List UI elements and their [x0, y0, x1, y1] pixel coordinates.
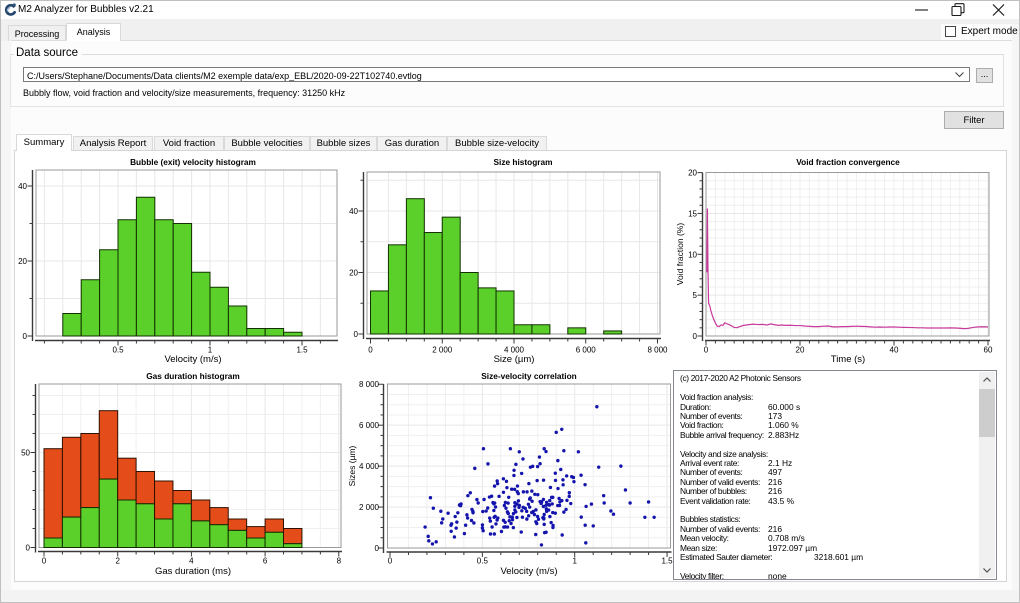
svg-text:20: 20 [349, 269, 358, 278]
svg-text:Size histogram: Size histogram [493, 157, 552, 167]
svg-text:10: 10 [688, 250, 697, 259]
svg-text:40: 40 [18, 182, 27, 191]
svg-text:60: 60 [984, 346, 993, 355]
svg-text:0: 0 [693, 332, 698, 341]
svg-text:20: 20 [688, 169, 697, 178]
svg-text:0.5: 0.5 [112, 346, 124, 355]
svg-text:1.5: 1.5 [296, 346, 308, 355]
svg-text:40: 40 [890, 346, 899, 355]
svg-text:0: 0 [704, 346, 709, 355]
svg-text:2 000: 2 000 [432, 346, 453, 355]
svg-text:8 000: 8 000 [647, 346, 668, 355]
svg-text:Sizes (µm): Sizes (µm) [347, 445, 357, 486]
svg-text:0: 0 [375, 544, 380, 553]
svg-text:40: 40 [349, 207, 358, 216]
svg-text:6 000: 6 000 [576, 346, 597, 355]
svg-text:15: 15 [688, 209, 697, 218]
svg-text:1.5: 1.5 [661, 557, 673, 566]
svg-text:2: 2 [115, 557, 120, 566]
svg-text:Void fraction convergence: Void fraction convergence [796, 157, 900, 167]
svg-text:4: 4 [189, 557, 194, 566]
svg-text:Size-velocity correlation: Size-velocity correlation [481, 371, 576, 381]
svg-text:0: 0 [388, 557, 393, 566]
svg-text:Gas duration histogram: Gas duration histogram [146, 371, 240, 381]
svg-text:1: 1 [572, 557, 577, 566]
svg-text:4 000: 4 000 [504, 346, 525, 355]
svg-text:6: 6 [263, 557, 268, 566]
svg-text:20: 20 [796, 346, 805, 355]
svg-text:8 000: 8 000 [359, 380, 380, 389]
svg-text:0: 0 [354, 330, 359, 339]
svg-text:4 000: 4 000 [359, 462, 380, 471]
svg-text:0: 0 [23, 332, 28, 341]
svg-text:0: 0 [368, 346, 373, 355]
svg-text:1: 1 [208, 346, 213, 355]
svg-text:8: 8 [337, 557, 342, 566]
svg-text:50: 50 [21, 449, 30, 458]
svg-text:6 000: 6 000 [359, 421, 380, 430]
svg-text:20: 20 [18, 257, 27, 266]
svg-text:5: 5 [693, 291, 698, 300]
svg-text:Size (µm): Size (µm) [494, 354, 535, 365]
svg-text:0: 0 [42, 557, 47, 566]
svg-text:Time (s): Time (s) [831, 354, 865, 365]
svg-text:0.5: 0.5 [477, 557, 489, 566]
svg-text:Velocity (m/s): Velocity (m/s) [164, 354, 221, 365]
svg-text:0: 0 [26, 544, 31, 553]
svg-text:Void fraction (%): Void fraction (%) [675, 223, 685, 286]
svg-text:2 000: 2 000 [359, 503, 380, 512]
svg-text:Velocity (m/s): Velocity (m/s) [500, 566, 557, 577]
svg-text:Gas duration (ms): Gas duration (ms) [155, 566, 231, 577]
svg-text:Bubble (exit) velocity histogr: Bubble (exit) velocity histogram [130, 157, 256, 167]
